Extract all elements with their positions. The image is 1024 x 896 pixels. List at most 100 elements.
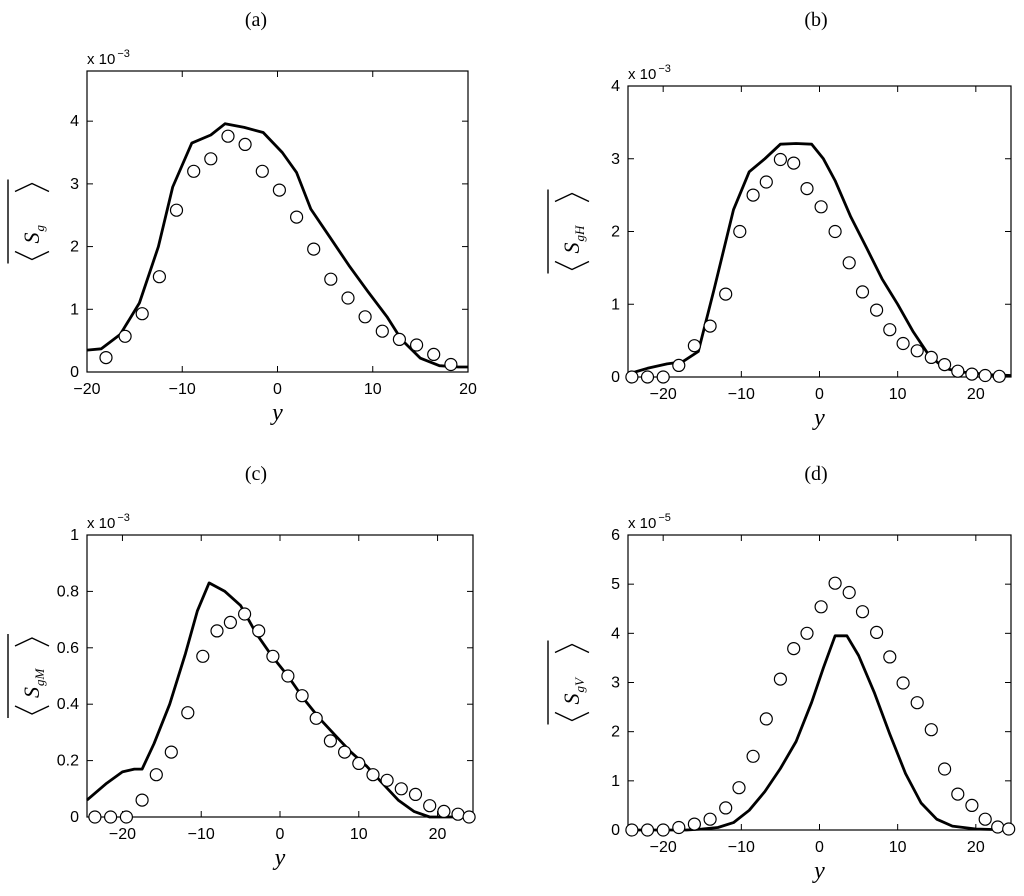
scale-exponent: −3 (117, 48, 130, 60)
scale-exponent: −3 (658, 63, 671, 75)
data-point (773, 152, 788, 167)
scale-exponent: −3 (117, 512, 130, 524)
x-tick-label: 10 (889, 386, 907, 403)
data-point (375, 324, 389, 338)
axes-frame (86, 70, 469, 373)
scale-multiplier: x 10 −5 (628, 512, 671, 532)
y-tick-label: 6 (611, 527, 620, 544)
x-tick-label: 20 (967, 386, 985, 403)
y-label-main: S (19, 233, 44, 244)
y-tick-label: 0.6 (57, 640, 79, 657)
series-line (628, 634, 1012, 832)
panel-c: (c) −20 −10 0 10 20 0 0.2 0.4 0.6 0.8 1 x 10 −3 y SgM (7, 463, 476, 871)
data-point (896, 676, 910, 690)
data-point (896, 336, 910, 351)
y-label-symbol: SgH (559, 225, 587, 254)
scale-prefix: x 10 (628, 66, 656, 83)
data-point (687, 817, 702, 831)
y-label-subscript: gH (572, 225, 587, 242)
data-point (135, 793, 149, 807)
x-tick-label: −10 (728, 386, 755, 403)
data-point (759, 175, 773, 189)
x-tick-label: 20 (459, 381, 477, 398)
y-label-right-bracket (14, 637, 50, 647)
series-line (86, 581, 473, 819)
data-point (746, 188, 760, 202)
data-point (1002, 822, 1016, 836)
data-point (800, 626, 814, 640)
data-point (828, 224, 842, 239)
data-point (392, 332, 406, 346)
data-point (266, 649, 280, 663)
data-point (88, 810, 102, 824)
data-point (164, 745, 178, 759)
data-point (842, 585, 856, 600)
data-point (437, 804, 451, 819)
data-point (951, 787, 965, 801)
data-point (290, 210, 304, 224)
data-point (625, 370, 639, 384)
x-axis-label: y (812, 858, 825, 884)
y-label-right-bracket (554, 192, 590, 203)
data-point (309, 711, 323, 725)
y-label-main: S (19, 687, 44, 698)
data-point (394, 782, 408, 796)
y-tick-label: 3 (611, 675, 620, 692)
y-label-subscript: gV (572, 676, 587, 693)
scale-prefix: x 10 (87, 51, 115, 68)
y-axis-label: SgM (7, 634, 50, 718)
axes-frame (627, 85, 1012, 378)
x-tick-label: 0 (276, 826, 285, 843)
data-point (924, 350, 938, 364)
panel-title: (c) (245, 463, 267, 485)
data-point (855, 605, 870, 619)
x-tick-label: −20 (650, 386, 677, 403)
data-point (307, 242, 321, 256)
data-point (800, 182, 814, 196)
y-label-symbol: Sg (19, 225, 47, 244)
data-point (869, 303, 884, 317)
y-label-left-bracket (554, 711, 590, 722)
data-point (187, 164, 201, 178)
x-tick-label: −20 (109, 826, 136, 843)
x-tick-label: −20 (73, 381, 100, 398)
data-point (99, 351, 113, 365)
x-tick-label: −10 (169, 381, 196, 398)
x-tick-label: 10 (350, 826, 368, 843)
scale-multiplier: x 10 −3 (87, 512, 130, 532)
data-point (759, 712, 773, 726)
data-point (719, 287, 733, 301)
data-point (210, 624, 224, 638)
x-tick-label: −10 (188, 826, 215, 843)
x-axis-label: y (812, 405, 825, 431)
data-point (703, 812, 717, 826)
y-tick-label: 2 (611, 724, 620, 741)
y-tick-label: 3 (70, 176, 79, 193)
data-point (719, 801, 733, 815)
data-point (656, 823, 670, 837)
x-tick-label: 10 (889, 839, 907, 856)
data-point (444, 357, 458, 372)
data-point (358, 310, 372, 324)
data-point (410, 338, 424, 352)
data-point (366, 768, 380, 782)
y-tick-label: 1 (611, 296, 620, 313)
x-axis-label: y (270, 400, 283, 426)
y-tick-label: 4 (611, 78, 620, 95)
data-point (828, 576, 842, 590)
data-point (223, 615, 237, 630)
data-point (855, 285, 870, 299)
y-label-left-bracket (14, 250, 50, 261)
data-point (883, 650, 897, 664)
data-point (937, 358, 952, 372)
data-point (910, 696, 924, 710)
y-tick-label: 5 (611, 576, 620, 593)
scale-prefix: x 10 (628, 515, 656, 532)
data-point (842, 256, 856, 270)
data-point (135, 307, 149, 321)
x-tick-label: 0 (273, 381, 282, 398)
x-tick-label: 20 (967, 839, 985, 856)
y-label-subscript: gM (32, 668, 47, 687)
data-point (732, 781, 746, 795)
y-tick-label: 1 (611, 773, 620, 790)
